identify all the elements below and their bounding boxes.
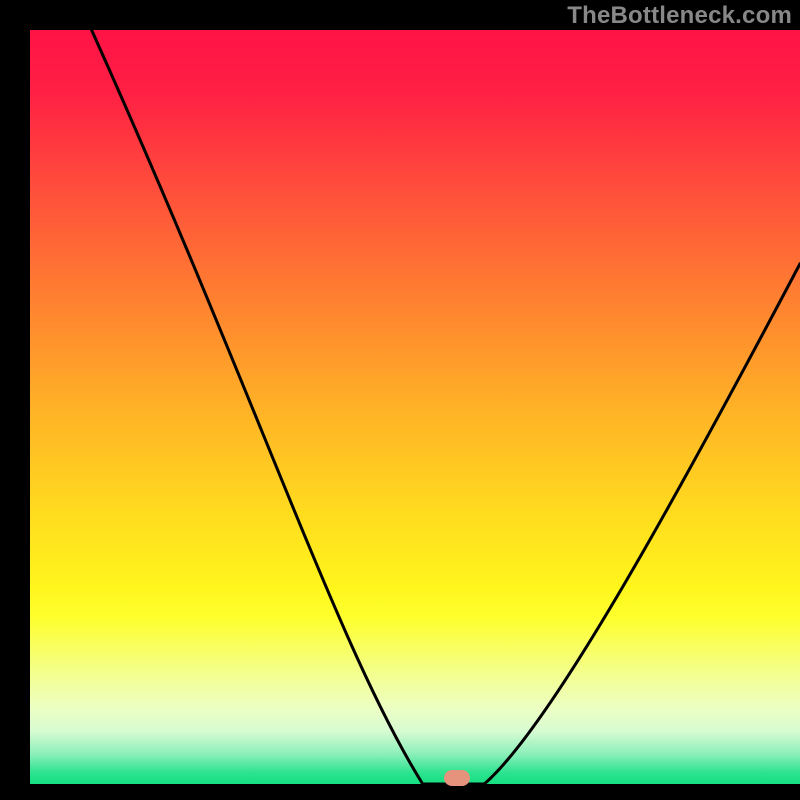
watermark-text: TheBottleneck.com <box>567 2 792 30</box>
gradient-background <box>30 30 800 784</box>
valley-marker <box>444 770 470 786</box>
chart-frame: TheBottleneck.com <box>0 0 800 800</box>
plot-area <box>30 30 800 784</box>
plot-svg <box>30 30 800 784</box>
